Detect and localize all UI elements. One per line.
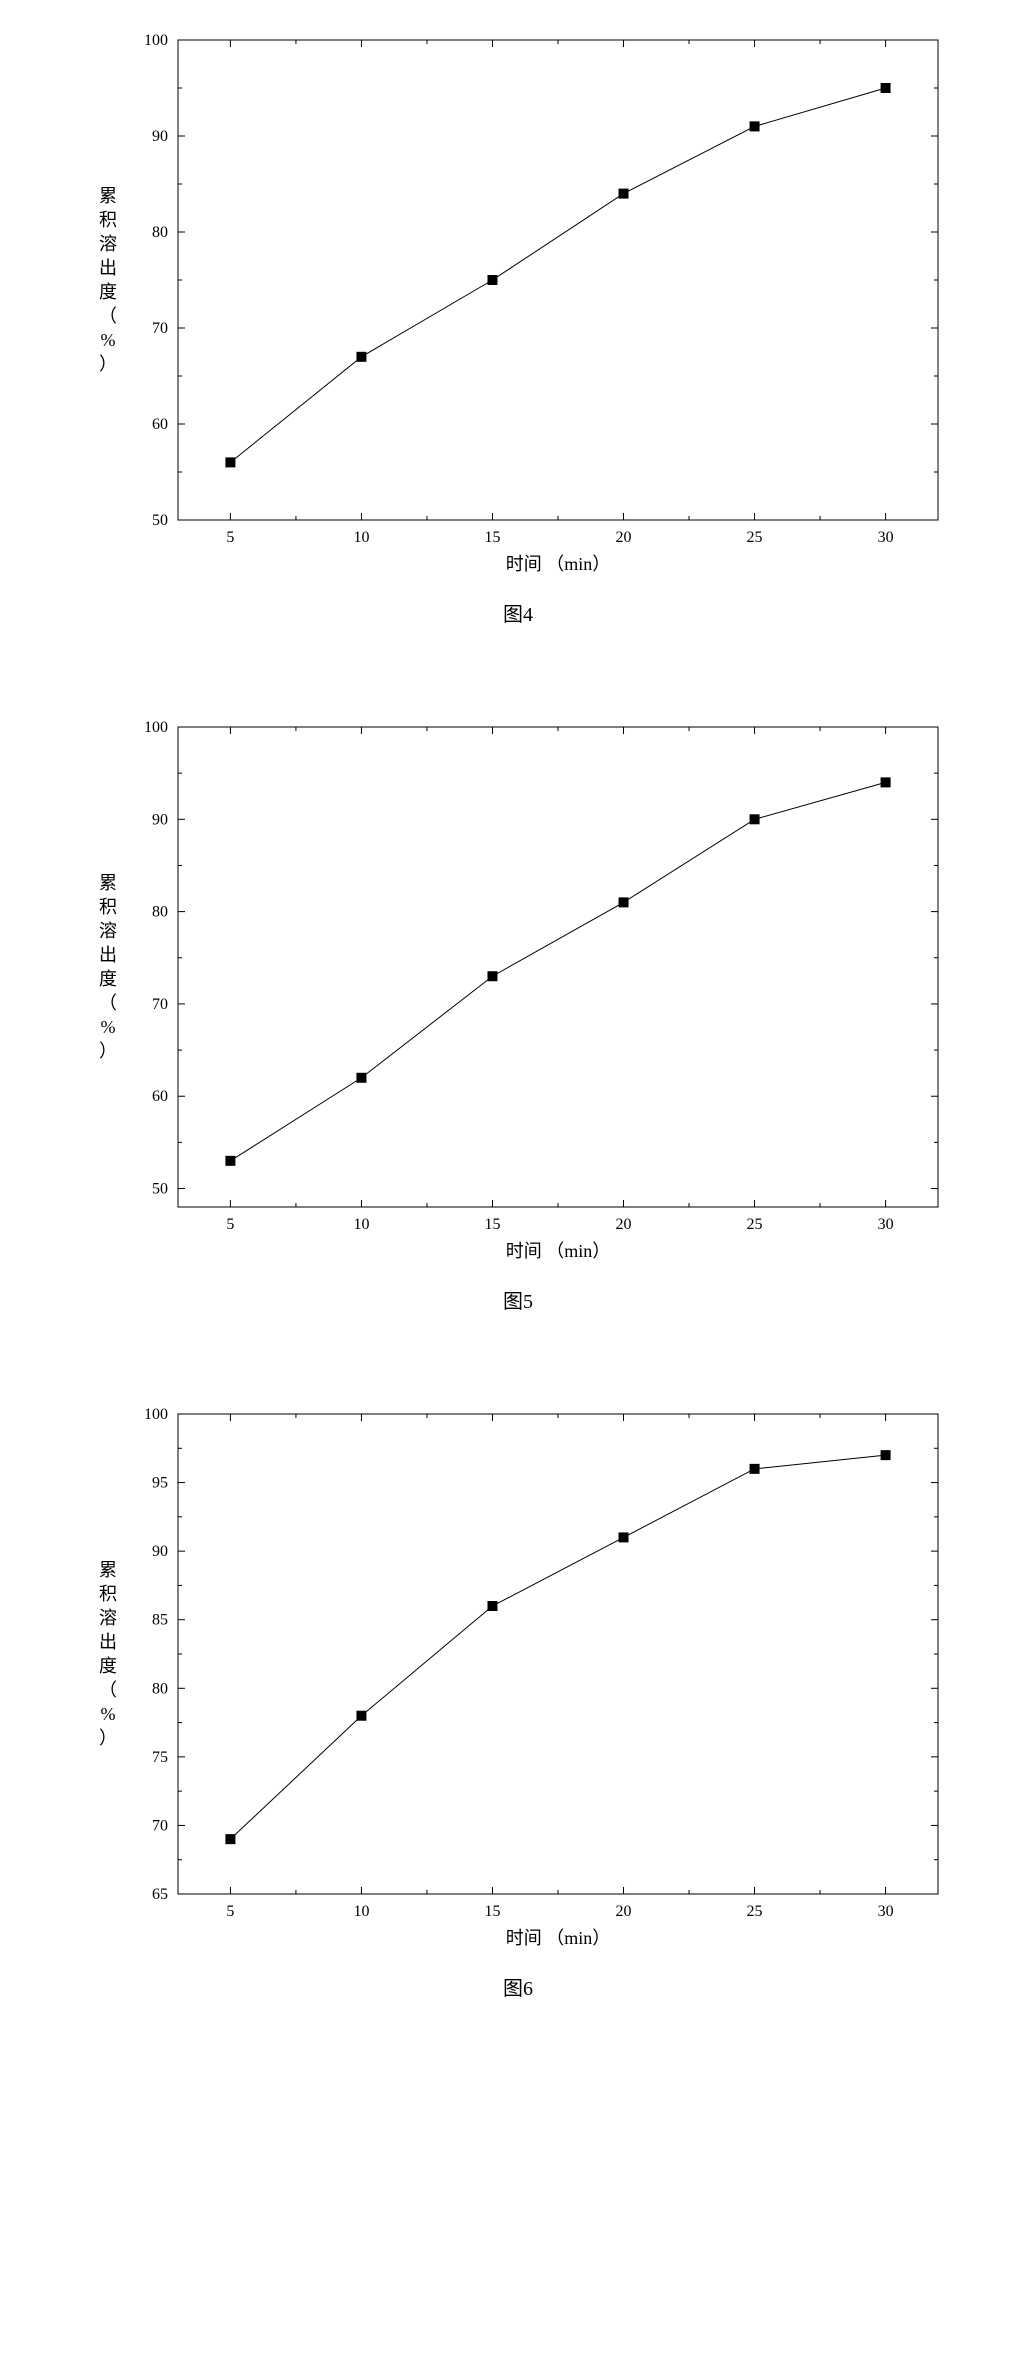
xlabel: 时间 （min） [506, 1241, 611, 1261]
series-marker [619, 1532, 629, 1542]
series-marker [487, 1601, 497, 1611]
ytick-label: 50 [152, 1181, 168, 1198]
fig6-wrap: 5 10 15 20 25 30 65 70 75 80 85 90 95 100 时间 （min） 累积溶出… [68, 1394, 968, 2001]
xtick-label: 25 [747, 529, 763, 546]
ytick-label: 95 [152, 1475, 168, 1492]
ytick-label: 90 [152, 1543, 168, 1560]
series-marker [619, 897, 629, 907]
ylabel-char: 累 [99, 186, 117, 206]
xtick-label: 25 [747, 1903, 763, 1920]
plot-frame [178, 1414, 938, 1894]
series-marker [356, 1073, 366, 1083]
series-marker [750, 814, 760, 824]
ylabel-char: （ [99, 306, 117, 326]
ylabel-char: 累 [99, 873, 117, 893]
ytick-label: 70 [152, 996, 168, 1013]
fig5-wrap: 5 10 15 20 25 30 50 60 70 80 90 100 时间 （min） 累积溶出度 （% ）… [68, 707, 968, 1314]
ylabel-char: % [101, 330, 116, 350]
ytick-label: 85 [152, 1612, 168, 1629]
ylabel-char: 积 [99, 210, 117, 230]
xtick-label: 20 [616, 1903, 632, 1920]
xtick-label: 15 [484, 1216, 500, 1233]
series-marker [356, 352, 366, 362]
ytick-label: 75 [152, 1749, 168, 1766]
ytick-label: 50 [152, 512, 168, 529]
series-marker [487, 971, 497, 981]
plot-frame [178, 40, 938, 520]
series-marker [225, 1834, 235, 1844]
ytick-label: 80 [152, 904, 168, 921]
ytick-label: 90 [152, 811, 168, 828]
ylabel-char: % [101, 1704, 116, 1724]
xtick-label: 15 [484, 1903, 500, 1920]
plot-frame [178, 727, 938, 1207]
ylabel-char: ） [99, 1728, 117, 1748]
ytick-label: 65 [152, 1886, 168, 1903]
fig6-caption: 图6 [68, 1972, 968, 2001]
series-line [230, 782, 885, 1160]
ylabel-char: 度 [99, 1656, 117, 1676]
ylabel-char: 溶 [99, 921, 117, 941]
series-marker [356, 1711, 366, 1721]
ylabel-char: 度 [99, 969, 117, 989]
series-marker [750, 1464, 760, 1474]
ytick-label: 60 [152, 1088, 168, 1105]
ytick-label: 100 [144, 719, 168, 736]
series-line [230, 88, 885, 462]
series-marker [487, 275, 497, 285]
xtick-label: 30 [878, 1216, 894, 1233]
xtick-label: 30 [878, 529, 894, 546]
xtick-label: 10 [353, 1216, 369, 1233]
ylabel-char: 出 [99, 1632, 117, 1652]
ytick-label: 60 [152, 416, 168, 433]
ylabel-char: 溶 [99, 234, 117, 254]
ylabel-char: （ [99, 1680, 117, 1700]
fig4-svg: 5 10 15 20 25 30 50 60 70 80 90 100 时间 （min） 累积溶出度 （% ） [68, 20, 968, 590]
ylabel-char: （ [99, 993, 117, 1013]
ylabel-char: 溶 [99, 1608, 117, 1628]
fig6-svg: 5 10 15 20 25 30 65 70 75 80 85 90 95 100 时间 （min） 累积溶出… [68, 1394, 968, 1964]
series-marker [225, 1156, 235, 1166]
ylabel-char: 出 [99, 258, 117, 278]
ylabel-char: 累 [99, 1560, 117, 1580]
series-marker [619, 189, 629, 199]
xtick-label: 10 [353, 529, 369, 546]
series-marker [881, 1450, 891, 1460]
xtick-label: 30 [878, 1903, 894, 1920]
xtick-label: 20 [616, 529, 632, 546]
xtick-label: 5 [226, 529, 234, 546]
fig5-svg: 5 10 15 20 25 30 50 60 70 80 90 100 时间 （min） 累积溶出度 （% ） [68, 707, 968, 1277]
ytick-label: 100 [144, 32, 168, 49]
ylabel-char: ） [99, 1041, 117, 1061]
fig4-wrap: 5 10 15 20 25 30 50 60 70 80 90 100 时间 （min） 累积溶出度 （% ）… [68, 20, 968, 627]
ytick-label: 80 [152, 1680, 168, 1697]
ytick-label: 70 [152, 1817, 168, 1834]
ylabel-char: 积 [99, 1584, 117, 1604]
series-marker [881, 777, 891, 787]
xtick-label: 5 [226, 1903, 234, 1920]
ylabel-char: ） [99, 354, 117, 374]
ytick-label: 70 [152, 320, 168, 337]
series-line [230, 1455, 885, 1839]
charts-container: 510152025305060708090100时间 （min）累积溶出度（%）… [20, 20, 1016, 2001]
ytick-label: 100 [144, 1406, 168, 1423]
xtick-label: 15 [484, 529, 500, 546]
ylabel-char: 度 [99, 282, 117, 302]
ytick-label: 80 [152, 224, 168, 241]
xlabel: 时间 （min） [506, 554, 611, 574]
fig4-caption: 图4 [68, 598, 968, 627]
ylabel-char: 积 [99, 897, 117, 917]
ylabel-char: % [101, 1017, 116, 1037]
xtick-label: 20 [616, 1216, 632, 1233]
ylabel-char: 出 [99, 945, 117, 965]
xtick-label: 5 [226, 1216, 234, 1233]
xlabel: 时间 （min） [506, 1928, 611, 1948]
fig5-caption: 图5 [68, 1285, 968, 1314]
series-marker [881, 83, 891, 93]
series-marker [225, 457, 235, 467]
xtick-label: 10 [353, 1903, 369, 1920]
xtick-label: 25 [747, 1216, 763, 1233]
ytick-label: 90 [152, 128, 168, 145]
series-marker [750, 121, 760, 131]
